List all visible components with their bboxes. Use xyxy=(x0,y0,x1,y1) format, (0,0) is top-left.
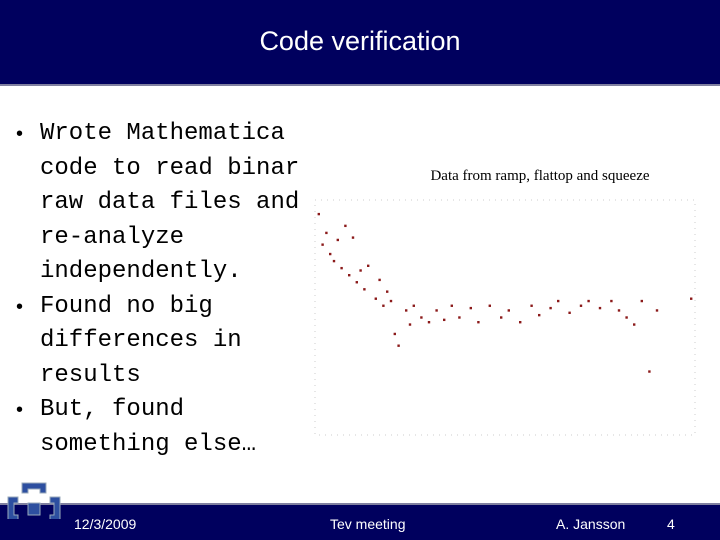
scatter-point xyxy=(579,304,583,307)
chart-title: Data from ramp, flattop and squeeze xyxy=(430,168,649,184)
chart: Data from ramp, flattop and squeeze xyxy=(298,158,710,470)
scatter-point xyxy=(648,370,651,373)
scatter-point xyxy=(340,266,343,270)
scatter-point xyxy=(549,306,552,310)
scatter-point xyxy=(336,238,339,242)
slide-title: Code verification xyxy=(259,26,461,56)
scatter-point xyxy=(321,243,324,246)
scatter-point xyxy=(617,309,621,312)
scatter-point xyxy=(317,212,320,216)
scatter-point xyxy=(500,316,503,319)
logo xyxy=(7,482,61,519)
scatter-point xyxy=(351,236,355,239)
scatter-point xyxy=(359,269,362,272)
scatter-point xyxy=(469,306,472,310)
scatter-point xyxy=(435,309,438,312)
bullet-list: Wrote Mathematica code to read binary ra… xyxy=(16,117,346,462)
scatter-point xyxy=(633,323,636,326)
scatter-point xyxy=(507,309,510,312)
plot-frame xyxy=(314,199,696,436)
footer-author: A. Jansson xyxy=(556,516,626,532)
scatter-point xyxy=(625,316,628,319)
scatter-point xyxy=(332,259,336,263)
scatter-point xyxy=(389,299,393,303)
bullet: But, found something else… xyxy=(16,393,346,462)
scatter-point xyxy=(329,252,332,256)
scatter-point xyxy=(655,309,659,312)
scatter-point xyxy=(355,281,358,284)
scatter-point xyxy=(427,321,431,324)
scatter-point xyxy=(640,299,643,303)
scatter-point xyxy=(408,323,412,326)
scatter-point xyxy=(530,304,533,307)
scatter-point xyxy=(443,318,446,322)
scatter-point xyxy=(382,304,385,307)
chart-background xyxy=(298,158,710,470)
scatter-point xyxy=(587,299,590,303)
scatter-point xyxy=(519,321,522,324)
scatter-point xyxy=(412,304,415,307)
scatter-point xyxy=(325,231,328,235)
footer-event: Tev meeting xyxy=(330,516,406,532)
scatter-point xyxy=(348,274,351,277)
scatter-point xyxy=(393,332,396,336)
scatter-point xyxy=(458,316,461,319)
scatter-point xyxy=(378,278,381,282)
scatter-point xyxy=(488,304,491,307)
bullet: Found no big differences in results xyxy=(16,290,346,394)
scatter-point xyxy=(557,299,560,303)
scatter-point xyxy=(598,306,602,310)
scatter-point xyxy=(690,297,693,300)
bullet-text: Wrote Mathematica code to read binary ra… xyxy=(40,120,314,285)
bullet-text: Found no big differences in results xyxy=(40,292,242,389)
page-number: 4 xyxy=(667,516,675,532)
scatter-point xyxy=(363,288,366,291)
scatter-point xyxy=(420,316,423,319)
scatter-point xyxy=(405,309,408,312)
scatter-point xyxy=(386,290,389,293)
scatter-point xyxy=(367,264,370,267)
scatter-point xyxy=(397,344,400,347)
scatter-point xyxy=(374,297,377,300)
scatter-point xyxy=(344,224,347,228)
scatter-point xyxy=(568,311,571,314)
footer-bar: 12/3/2009 Tev meeting A. Jansson 4 xyxy=(0,482,720,540)
bullet-text: But, found something else… xyxy=(40,396,257,458)
scatter-point xyxy=(610,299,613,303)
scatter-point xyxy=(450,304,453,307)
scatter-point xyxy=(477,321,480,324)
bullet: Wrote Mathematica code to read binary ra… xyxy=(16,117,346,290)
scatter-point xyxy=(538,313,541,317)
footer-date: 12/3/2009 xyxy=(74,516,137,532)
title-bar xyxy=(0,0,720,86)
